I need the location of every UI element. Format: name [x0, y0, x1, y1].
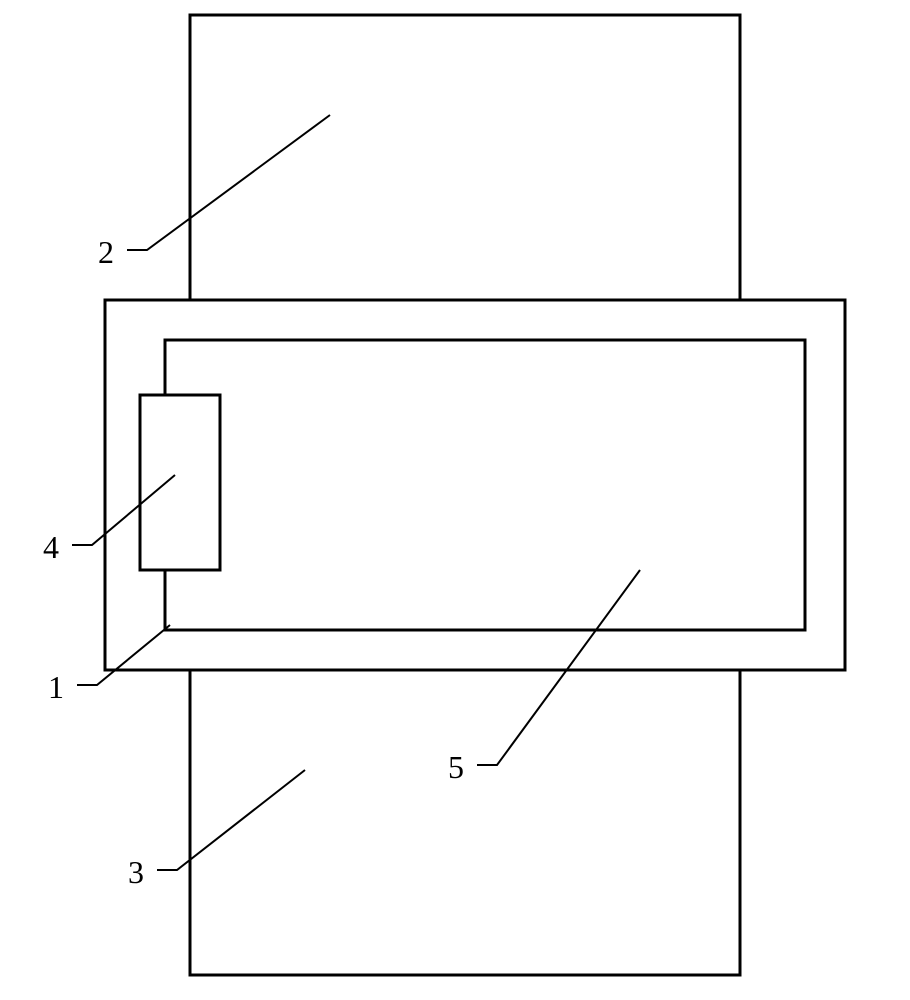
label-l5: 5 — [448, 749, 464, 786]
label-l3: 3 — [128, 854, 144, 891]
diagram-svg — [0, 0, 910, 1000]
label-l4: 4 — [43, 529, 59, 566]
label-l2: 2 — [98, 234, 114, 271]
label-l1: 1 — [48, 669, 64, 706]
